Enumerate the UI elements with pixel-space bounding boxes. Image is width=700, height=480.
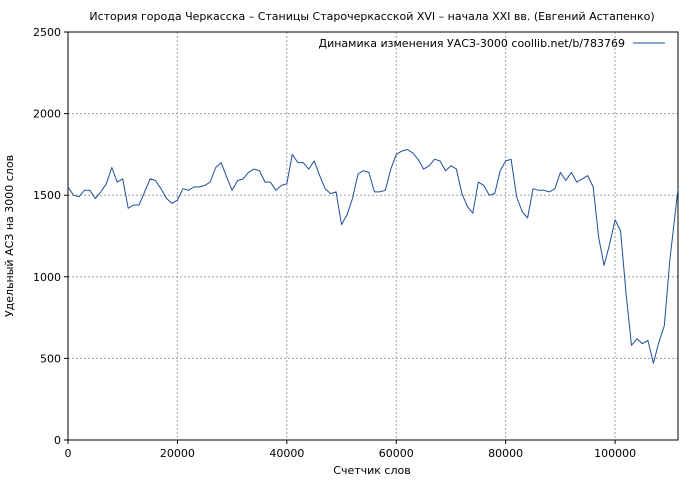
x-tick-label: 0	[65, 447, 72, 460]
chart-title: История города Черкасска – Станицы Старо…	[89, 10, 654, 23]
y-tick-label: 1500	[33, 189, 61, 202]
plot-area-frame	[67, 31, 679, 441]
x-tick-label: 100000	[594, 447, 636, 460]
x-tick-label: 60000	[379, 447, 414, 460]
y-tick-label: 1000	[33, 271, 61, 284]
x-tick-label: 80000	[488, 447, 523, 460]
y-tick-label: 500	[40, 352, 61, 365]
legend: Динамика изменения УАСЗ-3000 coollib.net…	[319, 37, 665, 50]
y-axis-label: Удельный АСЗ на 3000 слов	[3, 155, 16, 317]
series-group	[67, 149, 679, 364]
y-tick-label: 0	[54, 434, 61, 447]
legend-series-label: Динамика изменения УАСЗ-3000 coollib.net…	[319, 37, 626, 50]
series-line	[67, 149, 679, 364]
x-tick-label: 40000	[269, 447, 304, 460]
y-axis-ticks: 0 500 1000 1500 2000 2500	[33, 26, 68, 447]
y-tick-label: 2000	[33, 108, 61, 121]
x-axis-ticks: 0 20000 40000 60000 80000 100000	[65, 440, 636, 460]
x-tick-label: 20000	[160, 447, 195, 460]
x-axis-label: Счетчик слов	[333, 464, 410, 477]
y-tick-label: 2500	[33, 26, 61, 39]
